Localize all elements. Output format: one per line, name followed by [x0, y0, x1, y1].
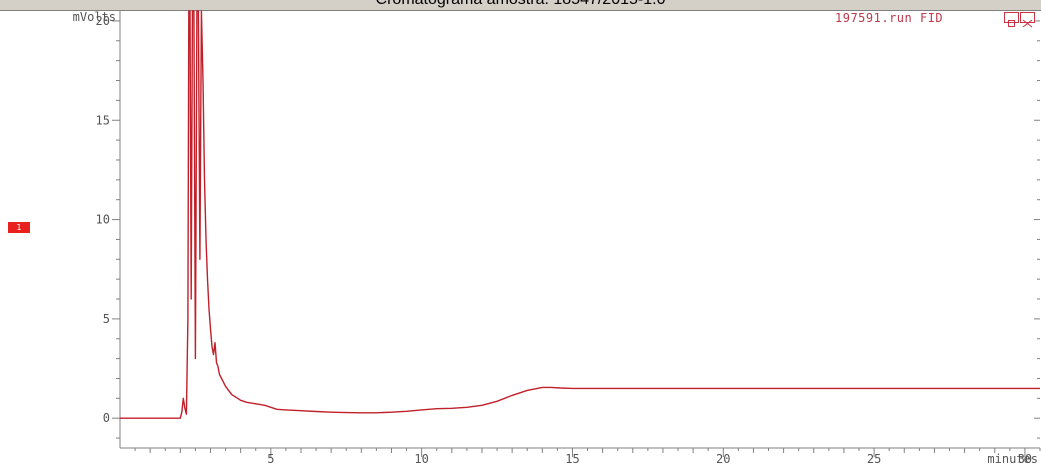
x-tick-label: 5	[267, 452, 274, 466]
axes: 0 5 10 15 20 5 10 15 20 25 30	[96, 11, 1041, 466]
x-tick-label: 10	[414, 452, 428, 466]
chart-title: Cromatograma amostra: 18547/2015-1.0	[0, 0, 1041, 9]
x-axis-label: minutes	[987, 452, 1038, 466]
trace-layer	[120, 10, 1040, 419]
x-tick-label: 25	[867, 452, 881, 466]
chromatogram-trace	[120, 10, 1040, 419]
close-window-icon[interactable]	[1020, 12, 1035, 28]
y-tick-label: 5	[103, 312, 110, 326]
title-bar: Cromatograma amostra: 18547/2015-1.0	[0, 0, 1041, 11]
window-controls	[1004, 12, 1036, 28]
y-tick-label: 10	[96, 213, 110, 227]
restore-window-icon[interactable]	[1004, 12, 1019, 27]
x-tick-label: 20	[716, 452, 730, 466]
x-tick-label: 30	[1018, 452, 1032, 466]
y-tick-label: 15	[96, 113, 110, 127]
x-tick-label: 15	[565, 452, 579, 466]
y-tick-label: 0	[103, 411, 110, 425]
y-tick-label: 20	[96, 14, 110, 28]
peak-marker[interactable]: 1	[8, 222, 30, 233]
run-label: 197591.run FID	[835, 11, 944, 25]
y-axis-label: mVolts	[73, 10, 116, 24]
